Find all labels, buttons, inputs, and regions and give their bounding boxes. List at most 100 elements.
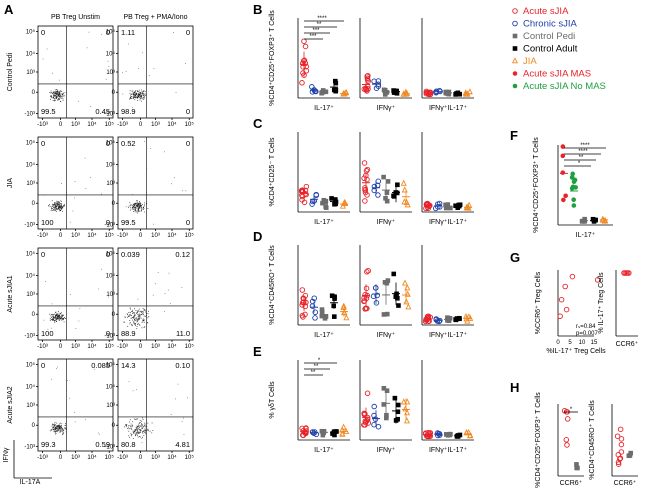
event-dot <box>143 320 145 322</box>
event-dot <box>58 428 60 430</box>
event-dot <box>54 89 56 91</box>
event-dot <box>137 204 139 206</box>
x-tick-label: 10⁵ <box>185 454 195 461</box>
plot-frame <box>117 358 194 452</box>
event-dot <box>60 91 62 92</box>
event-dot <box>136 435 138 437</box>
event-dot <box>144 91 146 93</box>
event-dot <box>138 427 140 429</box>
event-dot <box>142 94 144 96</box>
event-dot <box>97 432 99 434</box>
event-dot <box>137 204 138 205</box>
event-dot <box>136 96 138 97</box>
event-dot <box>56 208 58 210</box>
data-point <box>375 192 381 198</box>
event-dot <box>59 426 61 428</box>
x-tick-label: -10³ <box>117 233 128 239</box>
event-dot <box>61 434 63 436</box>
event-dot <box>60 205 61 207</box>
event-dot <box>51 303 53 305</box>
event-dot <box>134 209 136 211</box>
event-dot <box>55 315 57 317</box>
event-dot <box>63 95 64 97</box>
event-dot <box>67 380 68 381</box>
panel-label-F: F <box>510 128 518 143</box>
event-dot <box>143 94 145 96</box>
event-dot <box>130 315 132 316</box>
event-dot <box>135 430 137 431</box>
event-dot <box>57 318 59 320</box>
event-dot <box>143 90 144 92</box>
data-point <box>404 290 411 297</box>
event-dot <box>61 426 63 428</box>
event-dot <box>61 316 63 318</box>
event-dot <box>63 205 65 207</box>
event-dot <box>147 322 149 324</box>
event-dot <box>134 432 136 434</box>
event-dot <box>140 317 142 319</box>
event-dot <box>132 207 134 209</box>
y-tick-label: 0 <box>112 90 116 96</box>
event-dot <box>141 420 143 422</box>
event-dot <box>59 432 61 434</box>
event-dot <box>133 204 135 206</box>
event-dot <box>150 148 152 149</box>
event-dot <box>55 91 57 93</box>
event-dot <box>140 206 142 208</box>
event-dot <box>51 205 53 207</box>
plot-frame <box>37 25 114 119</box>
event-dot <box>60 429 62 431</box>
event-dot <box>134 418 136 420</box>
event-dot <box>59 209 61 211</box>
event-dot <box>138 203 140 205</box>
event-dot <box>54 206 55 208</box>
data-point <box>384 415 389 421</box>
event-dot <box>128 315 130 317</box>
group-label: IFNγ⁺ <box>377 447 396 454</box>
data-point <box>405 303 412 310</box>
event-dot <box>57 208 59 210</box>
event-dot <box>130 433 132 435</box>
event-dot <box>141 426 142 428</box>
event-dot <box>57 430 59 432</box>
panel-H: H %CD4⁺CD25⁺FOXP3⁺ T Cells CCR6⁺ %CD4⁺CD45R… <box>510 380 638 488</box>
y-tick-label: 0 <box>112 312 116 318</box>
event-dot <box>141 96 143 97</box>
event-dot <box>47 328 49 330</box>
event-dot <box>130 204 132 205</box>
data-point <box>381 402 387 407</box>
x-tick-label: 10 <box>579 340 586 346</box>
event-dot <box>59 314 61 316</box>
event-dot <box>56 96 58 98</box>
event-dot <box>58 92 60 94</box>
y-tick-label: 10⁴ <box>106 162 116 169</box>
event-dot <box>137 428 139 430</box>
event-dot <box>58 425 60 426</box>
data-point <box>558 296 565 303</box>
event-dot <box>128 205 130 207</box>
y-tick-label: 0 <box>112 423 116 429</box>
event-dot <box>58 204 60 206</box>
event-dot <box>54 320 56 321</box>
event-dot <box>142 312 144 314</box>
event-dot <box>60 426 62 428</box>
y-tick-label: 10⁵ <box>26 140 36 147</box>
data-point <box>593 217 598 223</box>
event-dot <box>145 93 147 95</box>
event-dot <box>130 435 132 437</box>
event-dot <box>62 318 64 319</box>
event-dot <box>147 313 149 314</box>
event-dot <box>59 427 61 429</box>
event-dot <box>126 424 127 426</box>
event-dot <box>59 94 61 96</box>
event-dot <box>60 101 62 103</box>
event-dot <box>131 208 133 210</box>
event-dot <box>53 207 55 208</box>
event-dot <box>129 322 131 323</box>
event-dot <box>136 97 138 99</box>
y-tick-label: 0 <box>112 201 116 207</box>
event-dot <box>137 418 138 420</box>
event-dot <box>60 90 61 92</box>
event-dot <box>58 96 60 97</box>
event-dot <box>53 202 55 203</box>
